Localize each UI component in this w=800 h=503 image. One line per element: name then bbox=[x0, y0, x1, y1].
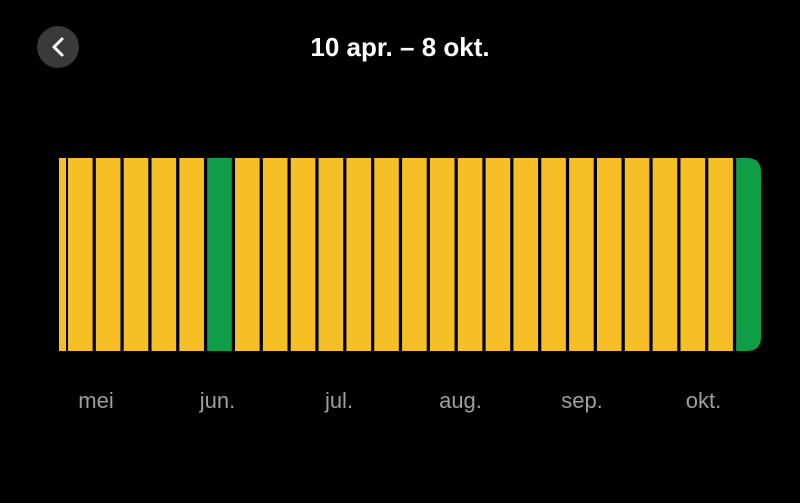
back-chevron[interactable] bbox=[52, 37, 64, 57]
month-label: sep. bbox=[561, 388, 603, 413]
week-segment bbox=[59, 158, 66, 351]
week-segment bbox=[68, 158, 93, 351]
week-segment bbox=[736, 158, 761, 351]
week-segment bbox=[513, 158, 539, 351]
week-segment bbox=[485, 158, 511, 351]
back-button-bg[interactable] bbox=[37, 26, 79, 68]
week-segment bbox=[151, 158, 177, 351]
week-segment bbox=[318, 158, 344, 351]
month-labels: mei jun. jul. aug. sep. okt. bbox=[78, 388, 721, 413]
week-segment bbox=[207, 158, 232, 351]
month-label: aug. bbox=[439, 388, 482, 413]
week-segment bbox=[624, 158, 650, 351]
month-label: mei bbox=[78, 388, 113, 413]
week-segment bbox=[235, 158, 260, 351]
week-segment bbox=[374, 158, 399, 351]
month-label: jun. bbox=[199, 388, 235, 413]
week-segment bbox=[708, 158, 733, 351]
timeline-bars bbox=[59, 158, 761, 351]
month-label: jul. bbox=[324, 388, 353, 413]
week-segment bbox=[262, 158, 288, 351]
week-segment bbox=[346, 158, 371, 351]
title: 10 apr. – 8 okt. bbox=[310, 32, 489, 62]
week-segment bbox=[569, 158, 594, 351]
back-button[interactable] bbox=[37, 26, 79, 68]
week-segment bbox=[596, 158, 622, 351]
week-segment bbox=[680, 158, 706, 351]
week-segment bbox=[429, 158, 455, 351]
week-segment bbox=[123, 158, 149, 351]
week-segment bbox=[95, 158, 121, 351]
week-segment bbox=[179, 158, 204, 351]
week-segment bbox=[652, 158, 678, 351]
month-label: okt. bbox=[686, 388, 721, 413]
week-segment bbox=[290, 158, 316, 351]
week-segment bbox=[457, 158, 483, 351]
week-segment bbox=[402, 158, 427, 351]
week-segment bbox=[541, 158, 566, 351]
